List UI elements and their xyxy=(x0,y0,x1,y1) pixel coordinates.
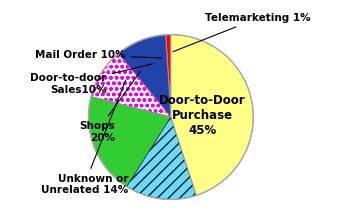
Wedge shape xyxy=(127,117,196,199)
Text: Telemarketing 1%: Telemarketing 1% xyxy=(173,13,311,52)
Wedge shape xyxy=(118,35,171,117)
Wedge shape xyxy=(89,97,171,187)
Text: Mail Order 10%: Mail Order 10% xyxy=(35,50,162,60)
Wedge shape xyxy=(171,35,253,195)
Text: Shops
20%: Shops 20% xyxy=(79,71,140,143)
Text: Door-to-Door
Purchase
45%: Door-to-Door Purchase 45% xyxy=(159,94,245,137)
Wedge shape xyxy=(91,53,171,117)
Text: Unknown or
Unrelated 14%: Unknown or Unrelated 14% xyxy=(41,80,128,195)
Wedge shape xyxy=(166,35,171,117)
Text: Door-to-door
Sales10%: Door-to-door Sales10% xyxy=(30,64,153,95)
